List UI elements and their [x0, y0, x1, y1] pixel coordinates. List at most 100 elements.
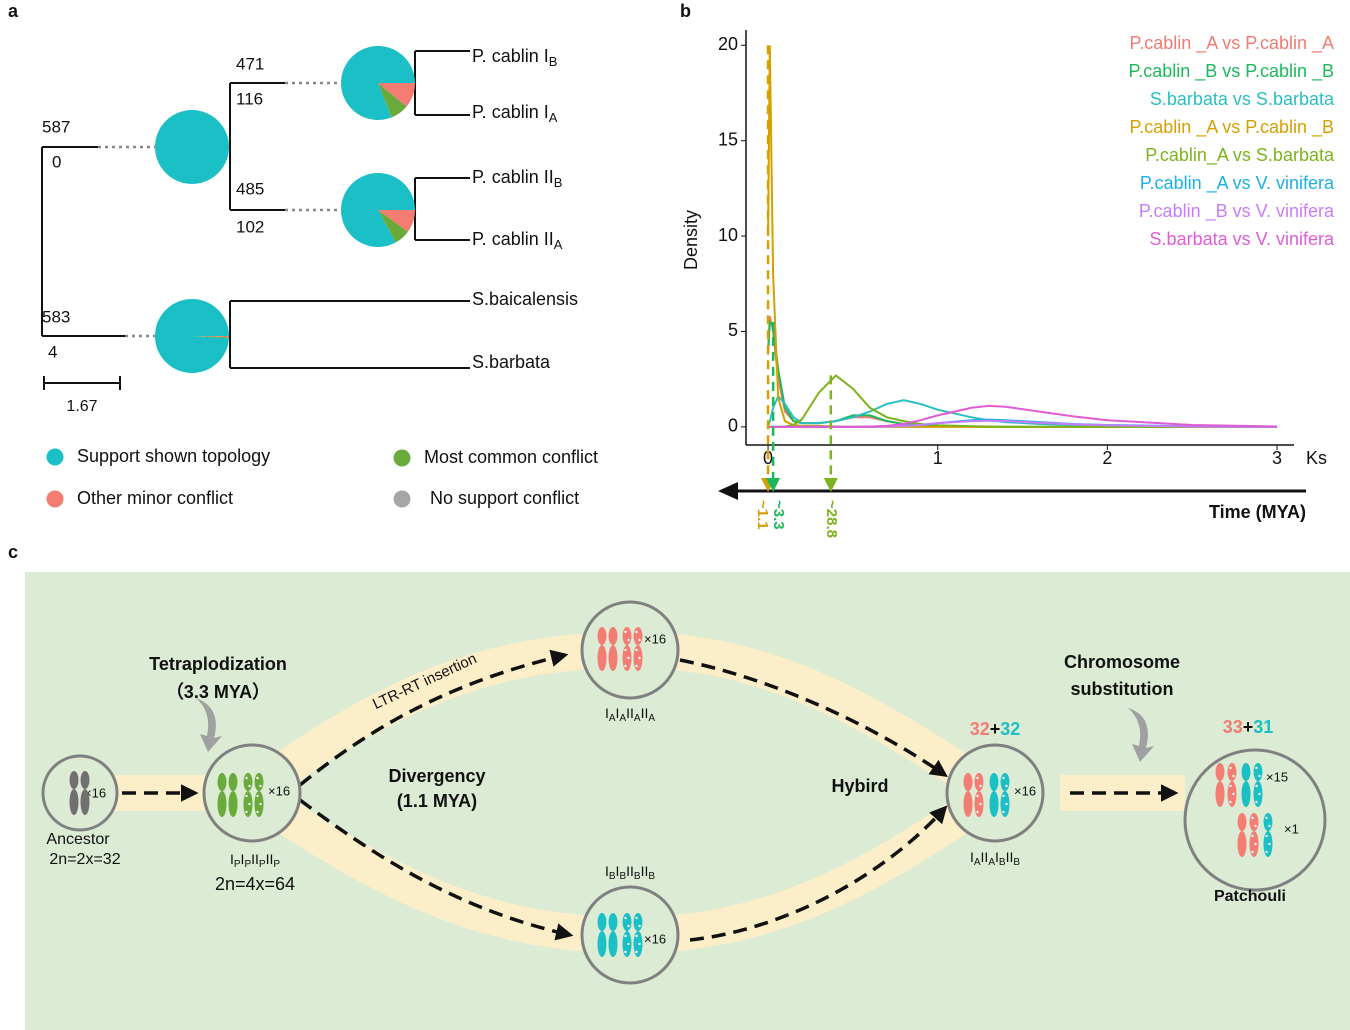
species-label: Patchouli — [1214, 888, 1286, 905]
chromosome-dot — [635, 648, 638, 652]
chromosome — [217, 773, 227, 791]
count-b: 32 — [1000, 719, 1020, 739]
x-tick-label: 1 — [933, 448, 943, 468]
chromosome — [254, 791, 264, 817]
event-label: Tetraplodization — [149, 654, 287, 674]
pie-slice — [378, 83, 415, 107]
curved-arrow — [1128, 708, 1154, 762]
tip-name: P. cablin I — [472, 102, 549, 122]
genome-base: II — [641, 863, 649, 879]
chromosome — [597, 627, 607, 645]
chromosome-dot — [256, 776, 259, 780]
chromosome — [1249, 813, 1259, 831]
tip-label: P. cablin IIB — [472, 167, 562, 191]
time-axis-title: Time (MYA) — [1209, 502, 1306, 522]
genome-base: I — [970, 849, 974, 865]
chromosome — [1227, 763, 1237, 781]
chromosome-dot — [245, 794, 248, 798]
legend-entry: P.cablin_A vs S.barbata — [1145, 145, 1335, 166]
legend-swatch — [46, 448, 64, 466]
genome-base: I — [605, 863, 609, 879]
chromosome-dot — [1258, 774, 1261, 778]
chromosome-dot — [635, 916, 638, 920]
legend-entry: P.cablin _B vs P.cablin _B — [1129, 61, 1334, 82]
chromosome — [69, 771, 79, 789]
time-arrowhead — [718, 482, 738, 500]
y-tick-label: 0 — [728, 416, 738, 436]
chromosome — [608, 627, 618, 645]
support-count: 587 — [42, 117, 70, 136]
legend-label: Support shown topology — [77, 446, 270, 466]
annotation-label: ~3.3 — [770, 500, 787, 530]
legend-entry: P.cablin _B vs V. vinifera — [1139, 201, 1335, 222]
chromosome-dot — [627, 638, 630, 642]
legend-label: No support conflict — [430, 488, 579, 508]
chromosome-count: 32+32 — [970, 719, 1021, 739]
genome-base: II — [251, 851, 259, 867]
chromosome — [633, 931, 643, 957]
copy-number: ×16 — [1014, 783, 1036, 798]
chromosome — [1241, 763, 1251, 781]
tip-label: P. cablin IB — [472, 46, 557, 70]
density-line — [767, 319, 1277, 428]
chromosome — [608, 645, 618, 671]
chromosome-dot — [1229, 800, 1232, 804]
chromosome-dot — [1255, 784, 1258, 788]
density-line — [768, 404, 1278, 428]
tip-label: P. cablin IIA — [472, 229, 563, 253]
chromosome — [1253, 763, 1263, 781]
pie-slice — [155, 298, 229, 373]
chromosome — [597, 931, 607, 957]
chromosome — [1253, 781, 1263, 807]
genome-subscript: B — [634, 871, 641, 882]
count-a: 33 — [1223, 717, 1243, 737]
chromosome — [80, 789, 90, 815]
chromosome-dot — [1229, 784, 1232, 788]
copy-number: ×16 — [644, 931, 666, 946]
x-tick-label: 3 — [1272, 448, 1282, 468]
event-time: （3.3 MYA） — [166, 682, 270, 702]
chromosome — [989, 791, 999, 817]
density-line — [767, 394, 1277, 428]
conflict-count: 0 — [52, 152, 61, 171]
x-axis-title: Ks — [1306, 448, 1327, 468]
chromosome-dot — [1265, 816, 1268, 820]
chromosome-dot — [1232, 774, 1235, 778]
tip-name: P. cablin II — [472, 167, 554, 187]
genome-label: IAIAIIAIIA — [605, 705, 655, 724]
panel-label: a — [8, 1, 19, 21]
genome-base: I — [241, 851, 245, 867]
chromosome-dot — [1002, 776, 1005, 780]
tip-subscript: B — [549, 54, 558, 69]
tip-subscript: A — [549, 110, 558, 125]
genome-subscript: P — [244, 859, 251, 870]
genome-subscript: B — [648, 871, 655, 882]
support-count: 485 — [236, 179, 264, 198]
chromosome — [1241, 781, 1251, 807]
chromosome — [1215, 763, 1225, 781]
chromosome — [1227, 781, 1237, 807]
chromosome-dot — [1268, 842, 1271, 846]
tip-subscript: B — [554, 175, 563, 190]
chromosome-dot — [1251, 850, 1254, 854]
dashed-arrows — [122, 649, 1179, 942]
genome-subscript: A — [648, 713, 655, 724]
chromosome — [974, 773, 984, 791]
y-axis-title: Density — [681, 210, 701, 270]
chromosome-dot — [638, 924, 641, 928]
chromosome-dot — [624, 664, 627, 668]
event-label: Divergency — [388, 766, 485, 786]
copy-number: ×16 — [644, 631, 666, 646]
chromosome — [1000, 773, 1010, 791]
annotation-arrowhead — [766, 478, 781, 492]
chromosome — [1263, 831, 1273, 857]
chromosome-dot — [248, 784, 251, 788]
event-label: substitution — [1071, 679, 1174, 699]
chromosome-dot — [1255, 800, 1258, 804]
support-count: 471 — [236, 54, 264, 73]
chromosome — [989, 773, 999, 791]
chromosome-dot — [1258, 792, 1261, 796]
genome-base: II — [981, 849, 989, 865]
panel-label: c — [8, 542, 18, 562]
chromosome-dot — [624, 916, 627, 920]
